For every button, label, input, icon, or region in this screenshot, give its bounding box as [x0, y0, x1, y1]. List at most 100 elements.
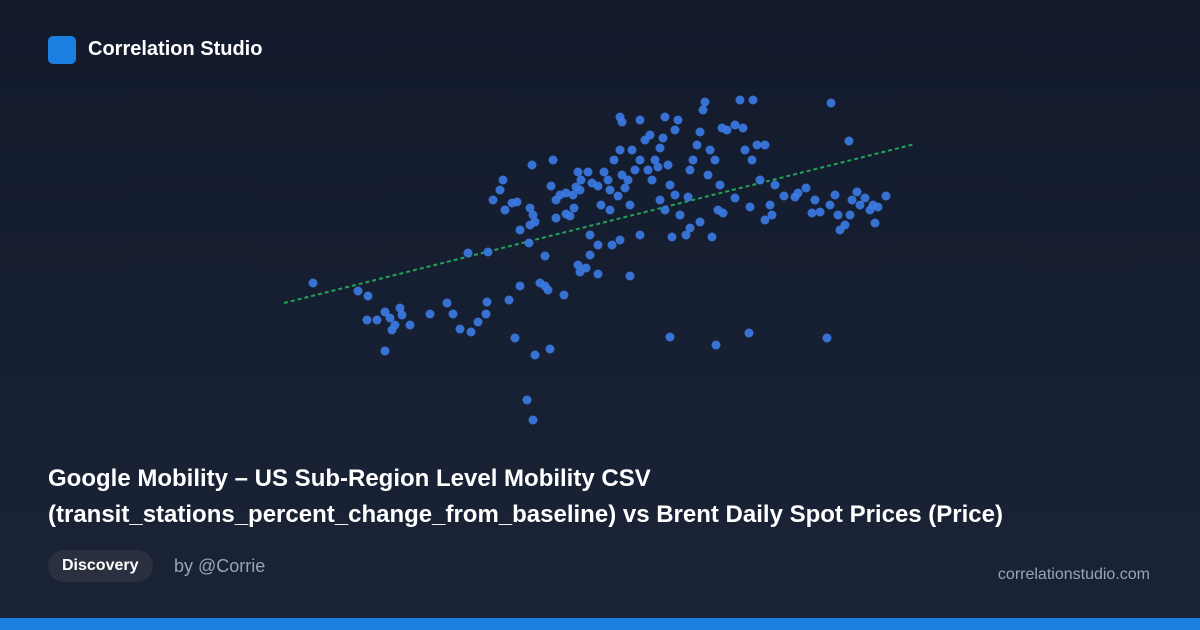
point [767, 210, 777, 220]
point [473, 317, 483, 327]
point [405, 320, 415, 330]
point [658, 133, 668, 143]
point [703, 170, 713, 180]
point [515, 225, 525, 235]
point [565, 211, 575, 221]
point [615, 145, 625, 155]
point [530, 350, 540, 360]
point [620, 183, 630, 193]
point [681, 230, 691, 240]
point [807, 208, 817, 218]
point [815, 207, 825, 217]
point [695, 217, 705, 227]
point [528, 210, 538, 220]
point [495, 185, 505, 195]
point [810, 195, 820, 205]
point [596, 200, 606, 210]
point [380, 307, 390, 317]
point [575, 267, 585, 277]
point [362, 315, 372, 325]
point [483, 247, 493, 257]
point [852, 187, 862, 197]
point [670, 190, 680, 200]
author[interactable]: by @Corrie [174, 556, 266, 576]
point [463, 248, 473, 258]
point [735, 95, 745, 105]
point [747, 155, 757, 165]
point [573, 260, 583, 270]
point [635, 155, 645, 165]
point [498, 175, 508, 185]
point [528, 415, 538, 425]
point [425, 309, 435, 319]
tag[interactable]: Discovery [48, 550, 153, 582]
point [603, 175, 613, 185]
point [655, 195, 665, 205]
point [561, 188, 571, 198]
point [695, 127, 705, 137]
point [685, 165, 695, 175]
point [593, 269, 603, 279]
point [515, 281, 525, 291]
point [540, 251, 550, 261]
point [627, 145, 637, 155]
point [635, 230, 645, 240]
point [568, 190, 578, 200]
point [855, 200, 865, 210]
point [840, 220, 850, 230]
point [670, 125, 680, 135]
point [673, 115, 683, 125]
point [585, 230, 595, 240]
point [860, 193, 870, 203]
point [685, 223, 695, 233]
point [653, 162, 663, 172]
point [844, 136, 854, 146]
point [353, 286, 363, 296]
point [448, 309, 458, 319]
point [650, 155, 660, 165]
point [745, 202, 755, 212]
point [488, 195, 498, 205]
point [765, 200, 775, 210]
point [613, 191, 623, 201]
point [760, 215, 770, 225]
point [755, 175, 765, 185]
point [585, 250, 595, 260]
point [707, 232, 717, 242]
point [744, 328, 754, 338]
point [833, 210, 843, 220]
point [826, 98, 836, 108]
point [870, 218, 880, 228]
point [683, 192, 693, 202]
point [770, 180, 780, 190]
point [455, 324, 465, 334]
point [569, 203, 579, 213]
point [573, 167, 583, 177]
point [660, 205, 670, 215]
accent-bar [0, 618, 1200, 630]
point [525, 203, 535, 213]
point [825, 200, 835, 210]
point [605, 205, 615, 215]
point [688, 155, 698, 165]
point [530, 217, 540, 227]
point [715, 180, 725, 190]
point [500, 205, 510, 215]
point [605, 185, 615, 195]
point [524, 238, 534, 248]
point [665, 180, 675, 190]
point [617, 117, 627, 127]
point [546, 181, 556, 191]
point [482, 297, 492, 307]
point [466, 327, 476, 337]
point [801, 183, 811, 193]
logo [48, 36, 76, 64]
point [607, 240, 617, 250]
point [643, 165, 653, 175]
site: correlationstudio.com [997, 566, 1150, 583]
point [385, 313, 395, 323]
point [623, 175, 633, 185]
point [372, 315, 382, 325]
point [845, 210, 855, 220]
